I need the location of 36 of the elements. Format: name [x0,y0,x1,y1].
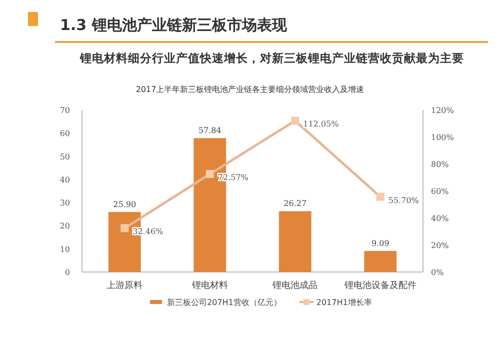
data-label: 25.90 [113,200,136,210]
y2-tick-label: 120% [431,106,454,115]
bar [278,211,312,272]
bar [364,250,397,272]
y-tick-label: 70 [60,106,70,115]
legend-label: 2017H1增长率 [316,298,372,307]
point [120,224,129,232]
chart-title: 1.3 锂电池产业链新三板市场表现 [60,16,288,34]
y2-tick-label: 0% [431,268,444,277]
y2-tick-label: 80% [431,160,450,169]
y2-tick-label: 20% [431,241,450,250]
text: 2017上半年新三板锂电池产业链各主要细分领域营业收入及增速 [136,85,364,94]
point [206,170,214,178]
y-tick-label: 30 [60,198,70,208]
y-tick-label: 60 [60,129,70,138]
y-tick-label: 0 [64,268,70,277]
x-tick-label: 锂电池设备及配件 [343,280,416,291]
y2-tick-label: 40% [431,214,450,223]
y2-tick-label: 100% [431,133,454,142]
data-label: 57.84 [198,126,222,136]
data-label: 55.70% [388,196,420,205]
x-tick-label: 上游原料 [106,280,143,291]
y2-tick-label: 60% [431,187,450,196]
point [376,192,384,201]
y-tick-label: 40 [60,175,70,184]
data-label: 112.05% [303,120,340,129]
point [291,116,300,125]
chart-subtitle: 锂电材料细分行业产值快速增长，对新三板锂电产业链营收贡献最为主要 [79,51,464,65]
legend-label: 新三板公司207H1营收（亿元） [167,298,282,307]
x-tick-label: 锂电材料 [190,280,228,291]
x-tick-label: 锂电池成品 [272,280,318,291]
y-tick-label: 50 [60,152,70,162]
data-label: 26.27 [284,199,307,208]
y-tick-label: 10 [60,244,70,254]
data-label: 9.09 [371,238,390,248]
y-tick-label: 20 [60,222,70,231]
